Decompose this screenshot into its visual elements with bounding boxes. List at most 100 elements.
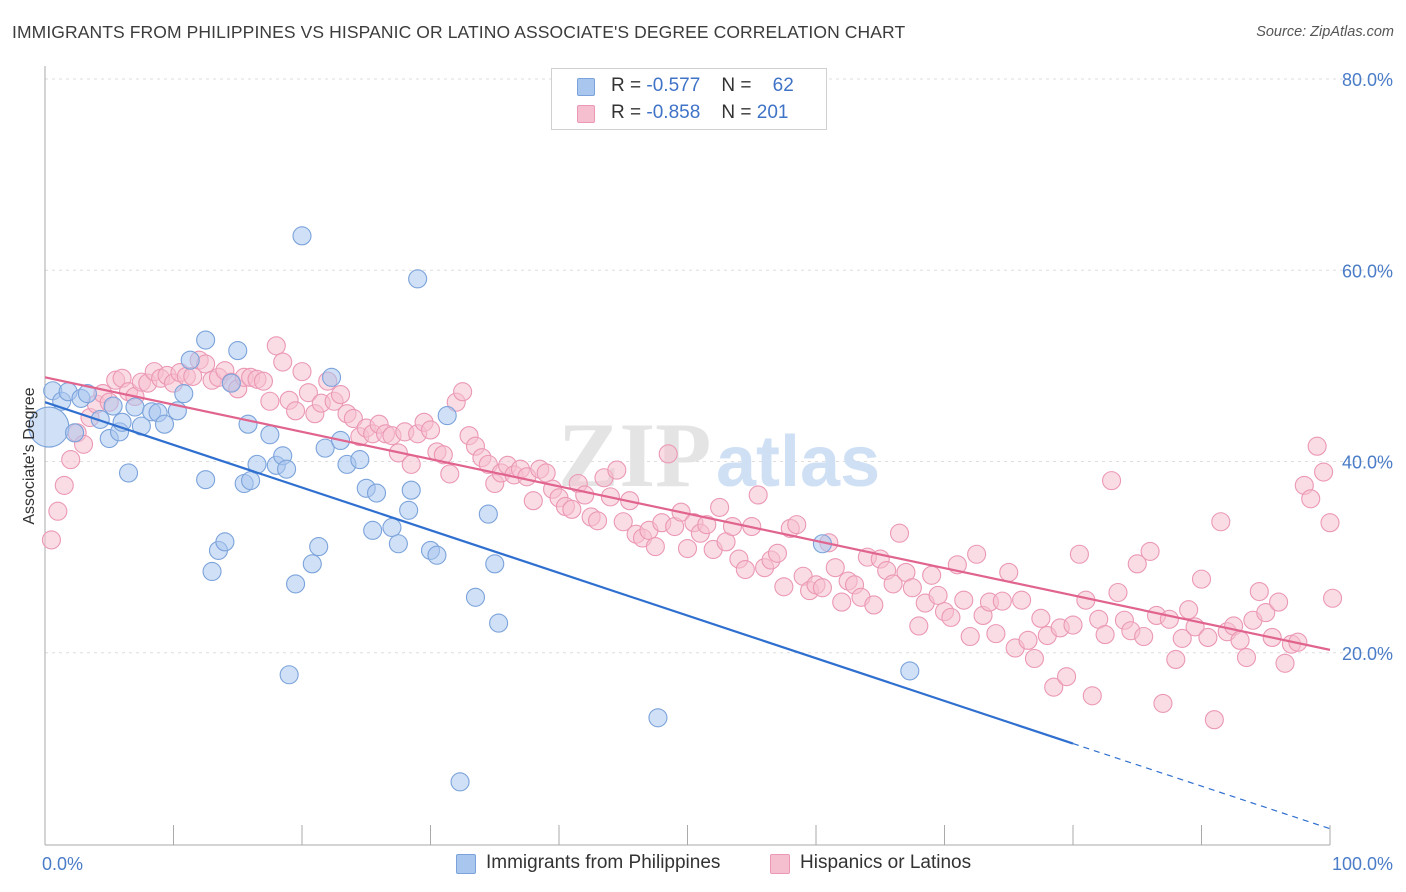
data-point-philippines bbox=[277, 459, 297, 479]
data-point-philippines bbox=[286, 574, 306, 594]
data-point-hispanics bbox=[928, 585, 948, 605]
bottom-legend-label-philippines: Immigrants from Philippines bbox=[486, 852, 721, 873]
data-point-hispanics bbox=[401, 454, 421, 474]
data-point-hispanics bbox=[1159, 609, 1179, 629]
y-tick-label: 80.0% bbox=[1342, 70, 1393, 90]
data-point-philippines bbox=[388, 534, 408, 554]
data-point-hispanics bbox=[1172, 628, 1192, 648]
data-point-hispanics bbox=[1323, 588, 1343, 608]
data-point-hispanics bbox=[1018, 630, 1038, 650]
data-point-philippines bbox=[485, 554, 505, 574]
data-point-philippines bbox=[174, 384, 194, 404]
data-point-hispanics bbox=[922, 565, 942, 585]
data-point-hispanics bbox=[440, 464, 460, 484]
data-point-hispanics bbox=[1044, 677, 1064, 697]
data-point-hispanics bbox=[1057, 667, 1077, 687]
data-point-philippines bbox=[154, 414, 175, 434]
data-point-hispanics bbox=[1069, 544, 1089, 564]
data-point-philippines bbox=[309, 537, 329, 557]
data-point-hispanics bbox=[722, 516, 743, 537]
data-point-hispanics bbox=[774, 577, 794, 597]
data-point-philippines bbox=[196, 470, 216, 490]
data-point-hispanics bbox=[902, 578, 922, 598]
data-point-philippines bbox=[302, 554, 322, 574]
data-point-hispanics bbox=[1134, 626, 1154, 647]
data-point-philippines bbox=[65, 423, 85, 443]
source-credit: Source: ZipAtlas.com bbox=[1256, 24, 1394, 40]
data-point-hispanics bbox=[658, 444, 678, 464]
data-point-hispanics bbox=[1320, 513, 1340, 533]
x-tick-labels: 0.0% 100.0% bbox=[42, 854, 1393, 874]
data-point-hispanics bbox=[909, 616, 929, 636]
data-point-philippines bbox=[322, 367, 342, 387]
data-point-hispanics bbox=[1230, 630, 1250, 650]
data-point-hispanics bbox=[1140, 541, 1160, 561]
data-point-hispanics bbox=[1191, 569, 1212, 589]
data-point-hispanics bbox=[1082, 686, 1102, 706]
data-point-hispanics bbox=[967, 544, 987, 564]
legend-n-value: 201 bbox=[756, 102, 789, 123]
trend-line-philippines-extension bbox=[1072, 743, 1331, 830]
data-point-hispanics bbox=[1198, 627, 1218, 648]
legend-n-label: N = bbox=[721, 75, 752, 96]
data-point-hispanics bbox=[1012, 590, 1032, 610]
data-point-philippines bbox=[238, 414, 258, 434]
data-point-hispanics bbox=[1211, 512, 1231, 532]
data-point-philippines bbox=[221, 373, 241, 393]
legend-r-label: R = bbox=[611, 102, 642, 123]
legend-r-label: R = bbox=[611, 75, 642, 96]
data-point-philippines bbox=[279, 665, 299, 685]
data-point-philippines bbox=[437, 406, 457, 426]
data-point-hispanics bbox=[1204, 710, 1224, 730]
data-point-hispanics bbox=[960, 626, 980, 647]
data-point-hispanics bbox=[999, 562, 1019, 582]
y-axis-label: Associate's Degree bbox=[21, 387, 38, 524]
trend-line-philippines bbox=[44, 401, 1074, 745]
data-point-hispanics bbox=[1063, 615, 1083, 635]
data-point-hispanics bbox=[523, 491, 543, 511]
data-point-hispanics bbox=[330, 385, 351, 405]
trend-lines bbox=[44, 376, 1331, 830]
data-point-hispanics bbox=[864, 595, 884, 615]
data-point-hispanics bbox=[298, 383, 318, 403]
data-point-hispanics bbox=[1127, 554, 1147, 574]
data-point-philippines bbox=[401, 480, 421, 500]
data-point-philippines bbox=[77, 384, 97, 404]
legend-swatch-pink bbox=[577, 105, 595, 123]
data-point-hispanics bbox=[710, 497, 730, 517]
data-point-hispanics bbox=[1256, 603, 1276, 623]
data-point-hispanics bbox=[562, 499, 582, 519]
data-point-philippines bbox=[215, 532, 235, 552]
data-point-hispanics bbox=[767, 543, 788, 563]
y-tick-labels: 20.0% 40.0% 60.0% 80.0% bbox=[1342, 70, 1393, 664]
legend-n-value: 62 bbox=[772, 75, 794, 96]
data-point-hispanics bbox=[1275, 653, 1295, 673]
data-point-hispanics bbox=[613, 512, 633, 532]
bottom-legend-swatch-blue bbox=[456, 854, 476, 874]
trend-line-hispanics bbox=[44, 376, 1331, 651]
data-point-hispanics bbox=[1095, 625, 1115, 645]
data-point-hispanics bbox=[677, 538, 698, 559]
data-point-hispanics bbox=[1269, 592, 1289, 612]
data-point-hispanics bbox=[787, 515, 807, 535]
series-hispanics-points bbox=[41, 336, 1343, 730]
x-tick-label: 100.0% bbox=[1332, 854, 1393, 874]
data-point-hispanics bbox=[1236, 647, 1257, 668]
data-point-hispanics bbox=[41, 530, 61, 550]
data-point-hispanics bbox=[825, 558, 845, 578]
data-point-philippines bbox=[315, 438, 335, 458]
data-point-hispanics bbox=[697, 515, 717, 535]
gridlines bbox=[45, 78, 1394, 654]
data-point-philippines bbox=[103, 396, 123, 416]
data-point-philippines bbox=[489, 613, 509, 633]
data-point-hispanics bbox=[575, 485, 595, 505]
data-point-hispanics bbox=[587, 511, 608, 531]
data-point-hispanics bbox=[54, 475, 74, 495]
data-point-hispanics bbox=[1108, 582, 1128, 603]
data-point-hispanics bbox=[292, 362, 312, 382]
data-point-hispanics bbox=[48, 501, 68, 521]
data-point-philippines bbox=[427, 545, 447, 565]
data-point-hispanics bbox=[420, 420, 441, 440]
data-point-philippines bbox=[202, 561, 222, 582]
watermark-atlas: atlas bbox=[716, 422, 880, 502]
